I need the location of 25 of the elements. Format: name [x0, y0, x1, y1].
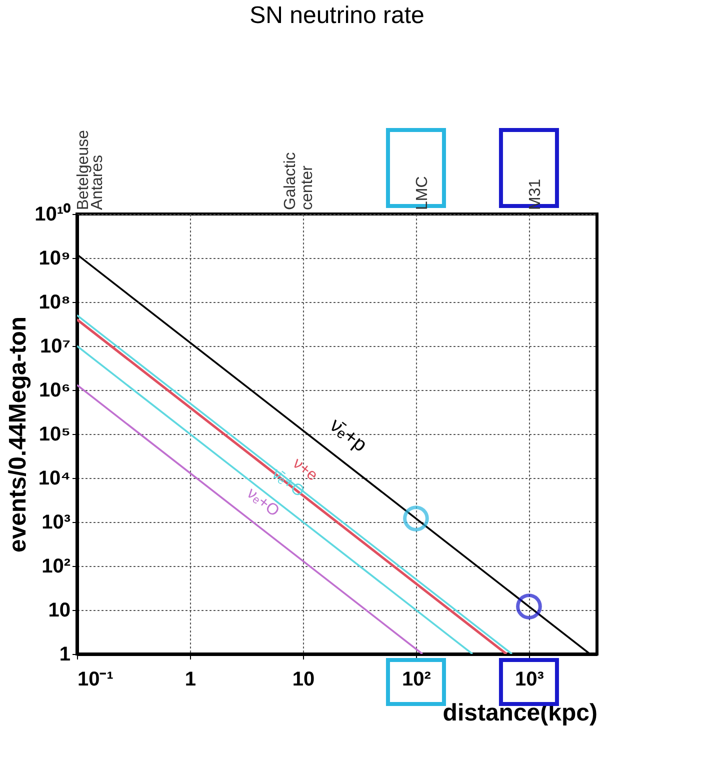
y-tick-label: 10³: [42, 512, 71, 534]
chart-title: SN neutrino rate: [250, 2, 424, 29]
x-axis-title: distance(kpc): [442, 700, 598, 726]
y-tick-label: 10: [48, 600, 70, 622]
x-tick-label: 10: [292, 668, 315, 690]
y-tick-label: 10⁶: [39, 380, 70, 402]
y-tick-label: 10⁷: [40, 336, 70, 358]
y-axis-title: events/0.44Mega-ton: [4, 316, 32, 553]
text: Galactic: [282, 152, 299, 210]
text: ν̄ₑ+p: [326, 414, 371, 456]
text: M31: [527, 178, 544, 210]
text: center: [299, 164, 316, 210]
x-tick-label: 1: [184, 668, 196, 690]
y-tick-label: 10⁸: [38, 292, 70, 314]
y-tick-label: 10¹⁰: [34, 202, 70, 226]
x-tick-label: 10²: [402, 668, 432, 690]
y-tick-label: 10²: [42, 556, 71, 578]
text: LMC: [414, 176, 431, 210]
y-tick-label: 10⁹: [38, 248, 70, 270]
y-tick-label: 10⁴: [38, 468, 70, 490]
x-tick-label: 10⁻¹: [78, 668, 114, 690]
x-tick-label: 10³: [515, 668, 544, 690]
y-tick-label: 1: [59, 644, 70, 666]
text: Betelgeuse: [75, 130, 92, 210]
y-tick-label: 10⁵: [38, 424, 70, 446]
